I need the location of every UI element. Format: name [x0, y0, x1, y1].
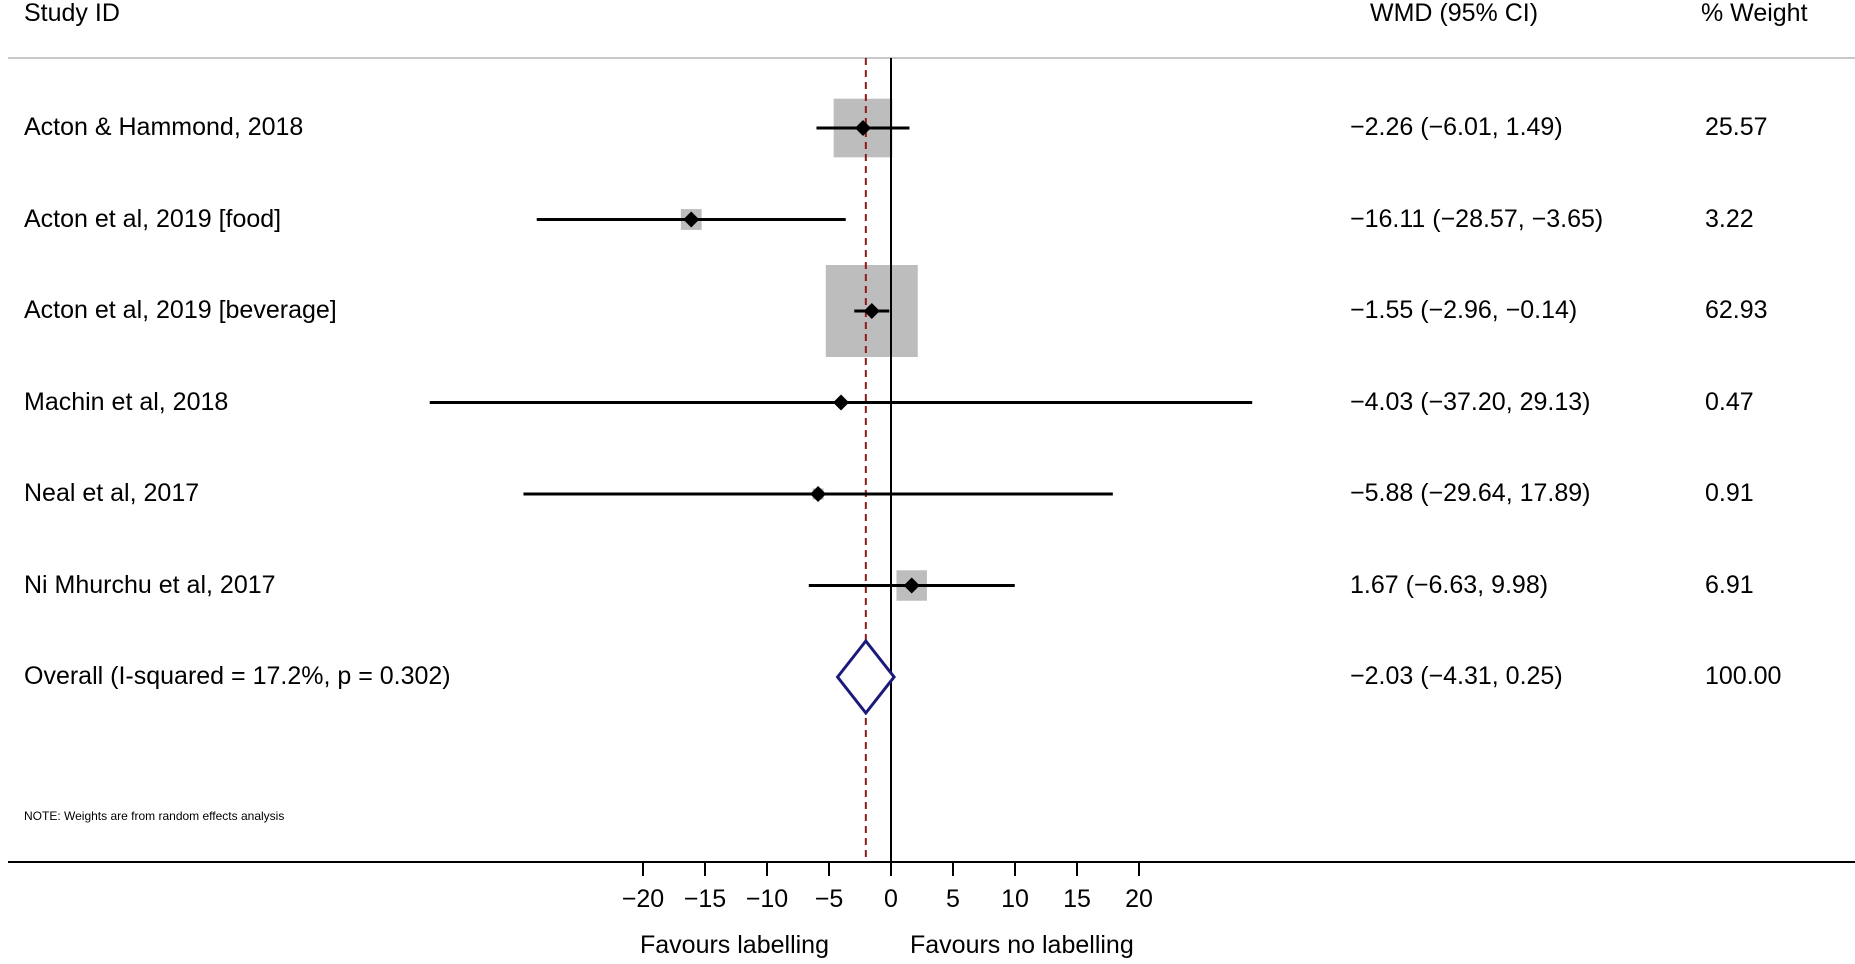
- x-tick-label: 5: [946, 885, 960, 913]
- overall-weight: 100.00: [1705, 662, 1782, 690]
- x-tick-label: 20: [1125, 885, 1153, 913]
- study-name: Neal et al, 2017: [24, 479, 200, 507]
- x-tick-label: −10: [746, 885, 788, 913]
- x-tick-label: 15: [1063, 885, 1091, 913]
- point-estimate-marker: [863, 303, 880, 319]
- point-estimate-marker: [903, 577, 920, 594]
- overall-effect: −2.03 (−4.31, 0.25): [1350, 662, 1563, 690]
- study-weight: 0.47: [1705, 387, 1754, 416]
- study-effect: 1.67 (−6.63, 9.98): [1350, 570, 1549, 599]
- favours-left-label: Favours labelling: [640, 931, 829, 959]
- favours-right-label: Favours no labelling: [910, 931, 1134, 959]
- weights-note: NOTE: Weights are from random effects an…: [24, 809, 285, 823]
- point-estimate-marker: [810, 486, 827, 502]
- study-weight: 25.57: [1705, 113, 1768, 141]
- header-study-id: Study ID: [24, 0, 120, 27]
- study-effect: −1.55 (−2.96, −0.14): [1350, 296, 1578, 324]
- point-estimate-marker: [854, 120, 871, 136]
- overall-diamond: [835, 638, 897, 716]
- x-tick-label: −5: [815, 885, 844, 913]
- study-weight: 6.91: [1705, 570, 1754, 599]
- study-effect: −16.11 (−28.57, −3.65): [1350, 204, 1604, 233]
- study-name: Acton et al, 2019 [beverage]: [24, 296, 337, 324]
- study-weight: 62.93: [1705, 296, 1768, 324]
- x-tick-label: 10: [1001, 885, 1029, 913]
- study-name: Acton et al, 2019 [food]: [24, 204, 282, 233]
- header-weight: % Weight: [1701, 0, 1808, 27]
- point-estimate-marker: [833, 394, 850, 411]
- study-name: Machin et al, 2018: [24, 387, 229, 416]
- x-tick-label: −20: [622, 885, 664, 913]
- x-tick-label: −15: [684, 885, 726, 913]
- point-estimate-marker: [683, 211, 700, 228]
- study-effect: −2.26 (−6.01, 1.49): [1350, 113, 1563, 141]
- study-effect: −5.88 (−29.64, 17.89): [1350, 479, 1591, 507]
- study-effect: −4.03 (−37.20, 29.13): [1350, 387, 1591, 416]
- overall-label: Overall (I-squared = 17.2%, p = 0.302): [24, 662, 451, 690]
- study-weight: 0.91: [1705, 479, 1754, 507]
- study-weight: 3.22: [1705, 204, 1754, 233]
- study-name: Acton & Hammond, 2018: [24, 113, 304, 141]
- header-wmd-ci: WMD (95% CI): [1370, 0, 1539, 27]
- x-tick-label: 0: [884, 885, 898, 913]
- study-name: Ni Mhurchu et al, 2017: [24, 570, 276, 599]
